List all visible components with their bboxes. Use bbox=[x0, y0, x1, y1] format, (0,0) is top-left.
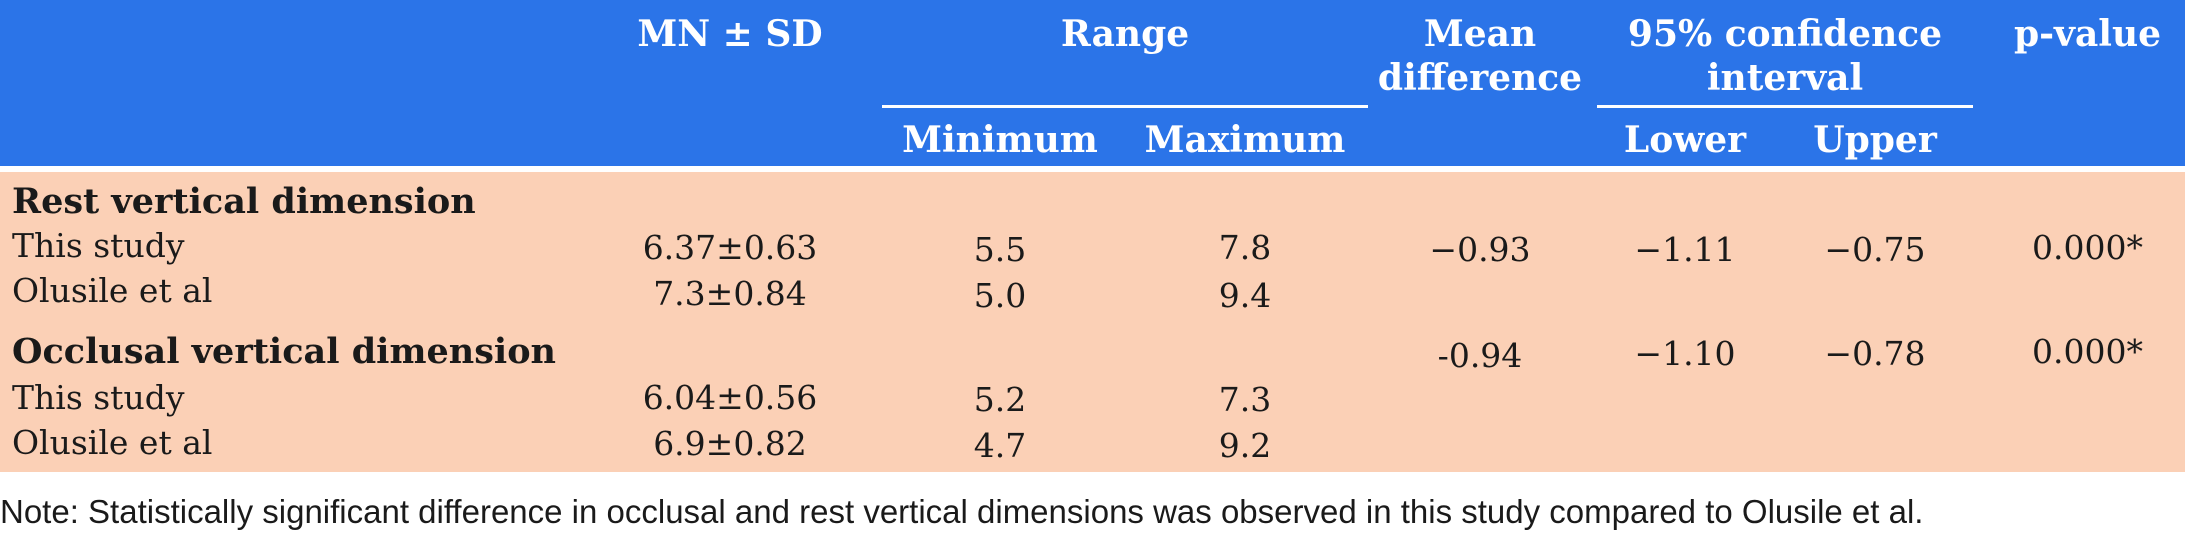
header-ci-line1: 95% confidence bbox=[1627, 13, 1943, 55]
header-mn-sd: MN ± SD bbox=[637, 13, 823, 55]
row-label: This study bbox=[12, 378, 185, 417]
cell-maximum: 7.3 bbox=[1218, 380, 1272, 419]
table-note: Note: Statistically significant differen… bbox=[0, 493, 1924, 530]
row-label: Olusile et al bbox=[12, 423, 213, 462]
cell-maximum: 7.8 bbox=[1218, 228, 1272, 267]
cell-ci-lower: −1.10 bbox=[1634, 334, 1736, 373]
row-label: This study bbox=[12, 226, 185, 265]
cell-p-value: 0.000* bbox=[2032, 332, 2143, 371]
table-body: Rest vertical dimension This study 6.37±… bbox=[0, 172, 2185, 472]
header-p-value: p-value bbox=[2013, 13, 2162, 55]
header-minimum: Minimum bbox=[902, 119, 1098, 161]
header-range: Range bbox=[1060, 13, 1190, 55]
header-upper: Upper bbox=[1813, 119, 1937, 161]
section-title: Occlusal vertical dimension bbox=[12, 331, 557, 372]
section-title: Rest vertical dimension bbox=[12, 181, 476, 222]
range-underline bbox=[882, 105, 1368, 108]
ci-underline bbox=[1597, 105, 1973, 108]
cell-p-value: 0.000* bbox=[2032, 228, 2143, 267]
cell-mean-difference: −0.93 bbox=[1429, 230, 1531, 269]
cell-mn-sd: 7.3±0.84 bbox=[653, 274, 807, 313]
cell-ci-upper: −0.78 bbox=[1824, 334, 1926, 373]
header-maximum: Maximum bbox=[1144, 119, 1346, 161]
header-lower: Lower bbox=[1623, 119, 1747, 161]
cell-ci-lower: −1.11 bbox=[1634, 230, 1736, 269]
cell-mn-sd: 6.04±0.56 bbox=[642, 378, 818, 417]
header-mean-difference-line1: Mean bbox=[1423, 13, 1537, 55]
row-label: Olusile et al bbox=[12, 271, 213, 310]
cell-minimum: 4.7 bbox=[973, 426, 1027, 465]
table-header: MN ± SD Range Minimum Maximum Mean diffe… bbox=[0, 0, 2185, 166]
cell-minimum: 5.2 bbox=[973, 380, 1027, 419]
cell-minimum: 5.5 bbox=[973, 230, 1027, 269]
cell-mean-difference: -0.94 bbox=[1437, 336, 1523, 375]
cell-maximum: 9.4 bbox=[1218, 276, 1272, 315]
cell-minimum: 5.0 bbox=[973, 276, 1027, 315]
cell-mn-sd: 6.37±0.63 bbox=[642, 228, 818, 267]
header-body-separator bbox=[0, 166, 2185, 172]
cell-ci-upper: −0.75 bbox=[1824, 230, 1926, 269]
cell-maximum: 9.2 bbox=[1218, 426, 1272, 465]
header-ci-line2: interval bbox=[1706, 57, 1864, 99]
header-mean-difference-line2: difference bbox=[1377, 57, 1583, 99]
cell-mn-sd: 6.9±0.82 bbox=[653, 424, 807, 463]
